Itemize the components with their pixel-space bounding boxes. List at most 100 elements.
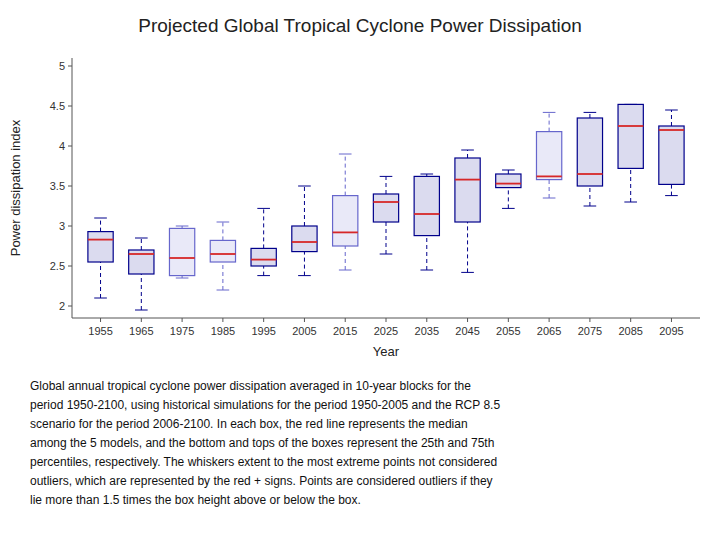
cap-low	[380, 254, 393, 255]
x-tick	[589, 318, 590, 322]
caption-line: among the 5 models, and the bottom and t…	[30, 436, 494, 450]
cap-high	[339, 154, 352, 155]
median	[88, 239, 113, 241]
box-group	[414, 174, 439, 270]
median	[251, 259, 276, 261]
x-tick-label: 2035	[415, 325, 439, 337]
whisker-high	[671, 110, 672, 126]
box-group	[455, 150, 480, 272]
title: Projected Global Tropical Cyclone Power …	[138, 15, 582, 36]
x-tick-label: 1995	[251, 325, 275, 337]
box-group	[333, 154, 358, 270]
x-tick	[508, 318, 509, 322]
x-tick-label: 2005	[292, 325, 316, 337]
box	[414, 176, 439, 235]
whisker-high	[467, 150, 468, 158]
box	[618, 104, 643, 168]
median	[333, 231, 358, 233]
y-tick-label: 3.5	[50, 180, 65, 192]
whisker-low	[386, 222, 387, 254]
cap-high	[461, 150, 474, 151]
y-axis-label: Power dissipation index	[8, 119, 23, 256]
median	[496, 183, 521, 185]
x-tick	[263, 318, 264, 322]
cap-low	[257, 275, 270, 276]
box-group	[169, 226, 194, 278]
caption-line: period 1950-2100, using historical simul…	[30, 398, 500, 412]
median	[414, 213, 439, 215]
whisker-low	[671, 184, 672, 195]
box-group	[618, 104, 643, 202]
y-tick-label: 5	[59, 60, 65, 72]
x-axis-label: Year	[373, 344, 400, 359]
box-group	[129, 238, 154, 310]
cap-low	[339, 270, 352, 271]
box	[210, 240, 235, 262]
whisker-high	[141, 238, 142, 250]
cap-low	[502, 208, 515, 209]
whisker-low	[426, 236, 427, 270]
box-group	[496, 170, 521, 208]
box-group	[292, 186, 317, 276]
median	[129, 253, 154, 255]
whisker-high	[263, 208, 264, 248]
y-tick-label: 3	[59, 220, 65, 232]
whisker-low	[630, 168, 631, 202]
box-group	[536, 112, 561, 198]
cap-low	[665, 195, 678, 196]
box-group	[659, 110, 684, 196]
cap-high	[176, 226, 189, 227]
cap-low	[624, 202, 637, 203]
caption-line: lie more than 1.5 times the box height a…	[30, 493, 361, 507]
box	[577, 118, 602, 186]
cap-high	[665, 110, 678, 111]
x-tick	[345, 318, 346, 322]
whisker-low	[263, 266, 264, 276]
x-tick-label: 2085	[618, 325, 642, 337]
whisker-low	[549, 180, 550, 198]
whisker-low	[304, 252, 305, 276]
box	[88, 232, 113, 262]
median	[577, 173, 602, 175]
cap-low	[94, 298, 107, 299]
boxes	[88, 104, 684, 310]
caption-line: scenario for the period 2006-2100. In ea…	[30, 417, 468, 431]
cap-low	[461, 272, 474, 273]
whisker-low	[589, 186, 590, 206]
x-tick	[549, 318, 550, 322]
box-group	[210, 222, 235, 290]
x-tick	[671, 318, 672, 322]
box-group	[577, 112, 602, 206]
caption-line: percentiles, respectively. The whiskers …	[30, 455, 497, 469]
x-tick-label: 2015	[333, 325, 357, 337]
x-tick	[386, 318, 387, 322]
whisker-high	[304, 186, 305, 226]
cap-high	[420, 174, 433, 175]
box-group	[251, 208, 276, 275]
whisker-low	[345, 246, 346, 270]
cap-low	[176, 278, 189, 279]
cap-high	[584, 112, 597, 113]
x-tick	[182, 318, 183, 322]
box	[373, 194, 398, 222]
median	[373, 201, 398, 203]
x-tick-label: 2045	[455, 325, 479, 337]
box	[659, 126, 684, 184]
cap-high	[502, 170, 515, 171]
whisker-high	[589, 112, 590, 118]
x-tick-label: 2075	[578, 325, 602, 337]
median	[659, 129, 684, 131]
x-tick-label: 2025	[374, 325, 398, 337]
x-tick	[630, 318, 631, 322]
box	[455, 158, 480, 222]
x-tick	[426, 318, 427, 322]
y-tick	[68, 186, 72, 187]
whisker-low	[141, 274, 142, 310]
x-tick-label: 1955	[88, 325, 112, 337]
cap-high	[543, 112, 556, 113]
x-tick	[141, 318, 142, 322]
x-tick	[222, 318, 223, 322]
box	[496, 174, 521, 188]
cap-low	[584, 206, 597, 207]
whisker-high	[222, 222, 223, 240]
